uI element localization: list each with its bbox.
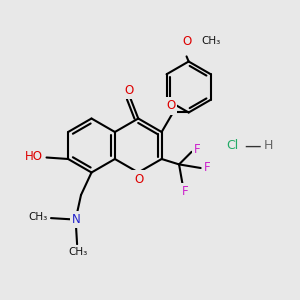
Text: O: O <box>166 99 175 112</box>
Text: F: F <box>204 161 211 174</box>
Text: HO: HO <box>25 150 43 164</box>
Text: CH₃: CH₃ <box>68 247 87 257</box>
Text: N: N <box>72 213 81 226</box>
Text: CH₃: CH₃ <box>29 212 48 223</box>
Text: —: — <box>244 136 261 154</box>
Text: H: H <box>264 139 273 152</box>
Text: O: O <box>124 84 134 97</box>
Text: Cl: Cl <box>226 139 238 152</box>
Text: F: F <box>194 143 200 156</box>
Text: O: O <box>134 172 143 186</box>
Text: F: F <box>182 185 188 198</box>
Text: CH₃: CH₃ <box>202 36 221 46</box>
Text: O: O <box>182 35 191 48</box>
